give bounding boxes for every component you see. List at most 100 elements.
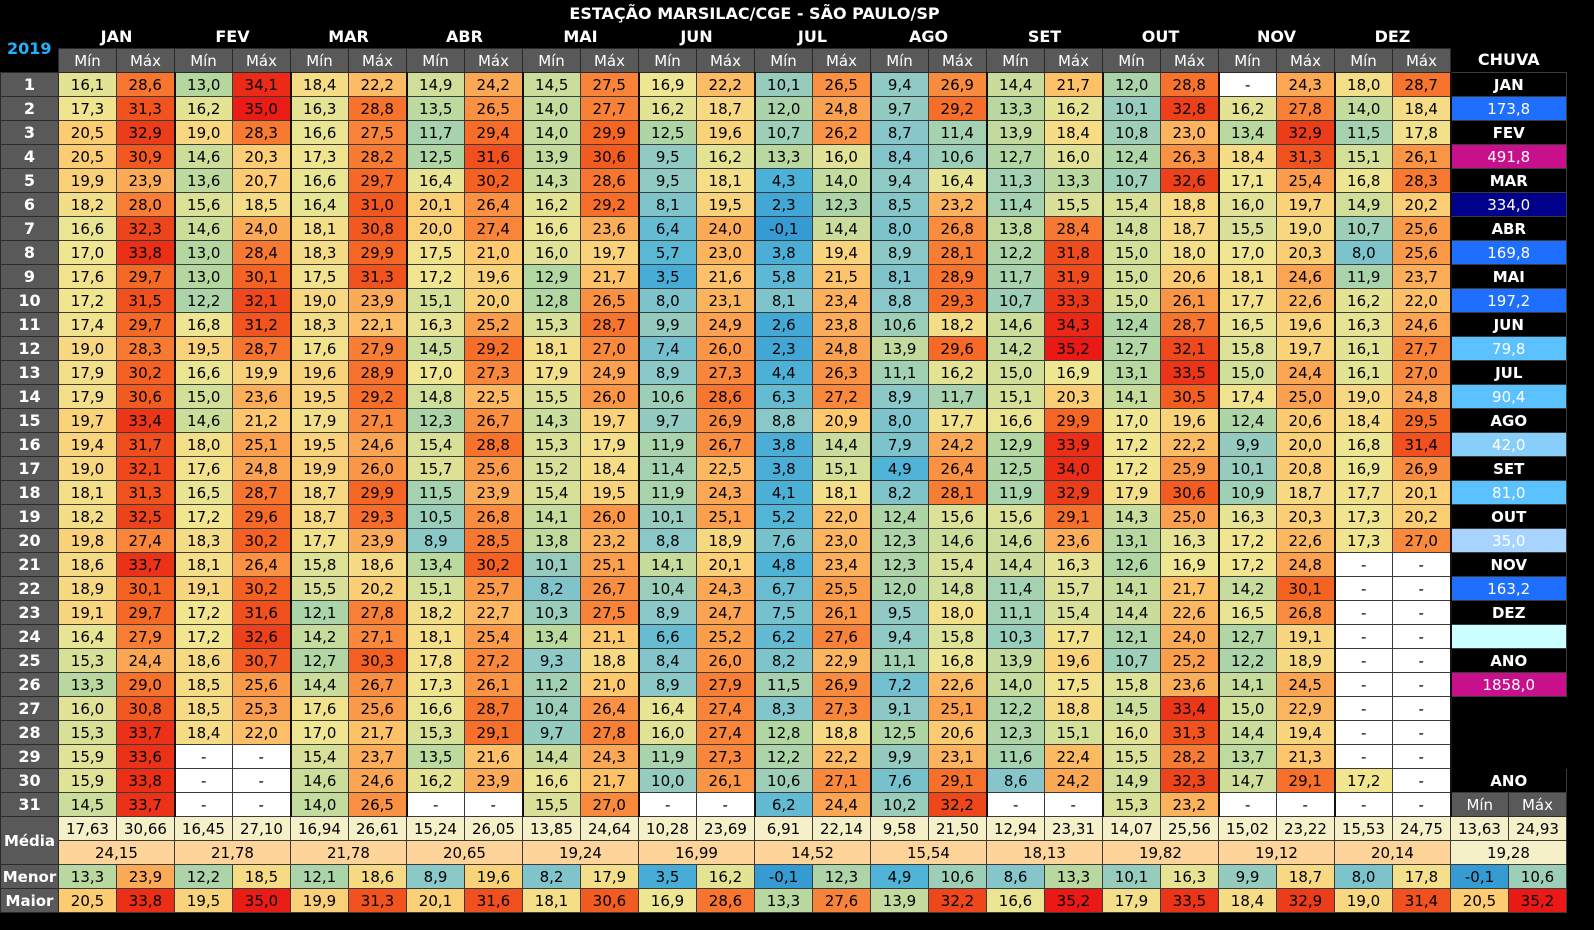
- temp-cell: 17,2: [1102, 456, 1161, 481]
- temp-cell: 29,9: [580, 120, 640, 145]
- temp-cell: 8,4: [638, 648, 697, 673]
- menor-cell: -0,1: [1450, 864, 1509, 889]
- rain-month-label: OUT: [1450, 504, 1567, 529]
- temp-cell: 7,4: [638, 336, 697, 361]
- media-avg-cell: 19,28: [1450, 840, 1567, 865]
- temp-cell: 11,1: [986, 600, 1045, 625]
- menor-cell: 18,5: [232, 864, 291, 889]
- temp-cell: 27,5: [348, 120, 408, 145]
- max-header: Máx: [812, 48, 871, 73]
- media-cell: 13,63: [1450, 816, 1509, 841]
- temp-cell: 18,2: [58, 192, 117, 217]
- maior-cell: 16,6: [986, 888, 1045, 913]
- media-avg-cell: 19,12: [1218, 840, 1335, 865]
- temp-cell: 24,7: [696, 600, 756, 625]
- temp-cell: 17,2: [1218, 528, 1277, 553]
- menor-cell: 10,1: [1102, 864, 1161, 889]
- temp-cell: 13,9: [986, 648, 1045, 673]
- temp-cell: 9,9: [638, 312, 697, 337]
- temp-cell: 20,3: [1276, 504, 1336, 529]
- temp-cell: 27,4: [464, 216, 524, 241]
- temp-cell: 10,1: [1218, 456, 1277, 481]
- temp-cell: 25,6: [348, 696, 408, 721]
- temp-cell: 12,7: [1218, 624, 1277, 649]
- temp-cell: -: [174, 792, 233, 817]
- temp-cell: 16,2: [696, 144, 756, 169]
- temp-cell: 28,8: [1160, 72, 1220, 97]
- temp-cell: 18,8: [580, 648, 640, 673]
- temp-cell: 17,0: [290, 720, 349, 745]
- temp-cell: 19,0: [1334, 384, 1393, 409]
- temp-cell: 29,1: [464, 720, 524, 745]
- temp-cell: 15,5: [290, 576, 349, 601]
- temp-cell: 23,0: [1160, 120, 1220, 145]
- maior-cell: 20,1: [406, 888, 465, 913]
- temp-cell: 16,6: [522, 768, 581, 793]
- temp-cell: 16,6: [406, 696, 465, 721]
- temp-cell: 23,1: [928, 744, 988, 769]
- month-header: ABR: [406, 25, 523, 49]
- max-header: Máx: [928, 48, 987, 73]
- temp-cell: 29,1: [1276, 768, 1336, 793]
- day-row: 11 17,4 29,7 16,8 31,2 18,3 22,1 16,3 25,2 15,3 28…: [0, 312, 1567, 337]
- media-cell: 15,53: [1334, 816, 1393, 841]
- month-header: DEZ: [1334, 25, 1451, 49]
- temp-cell: -: [174, 768, 233, 793]
- menor-cell: 12,3: [812, 864, 871, 889]
- temp-cell: 30,8: [116, 696, 176, 721]
- temp-cell: 15,9: [58, 744, 117, 769]
- maior-label: Maior: [0, 888, 59, 913]
- temp-cell: 14,2: [290, 624, 349, 649]
- temp-cell: 24,3: [696, 480, 756, 505]
- temp-cell: 32,9: [116, 120, 176, 145]
- temp-cell: 27,4: [116, 528, 176, 553]
- temp-cell: 31,3: [116, 96, 176, 121]
- temp-cell: 12,7: [986, 144, 1045, 169]
- temp-cell: 17,9: [58, 360, 117, 385]
- temp-cell: 16,9: [638, 72, 697, 97]
- temp-cell: 19,9: [232, 360, 292, 385]
- temp-cell: 13,5: [406, 96, 465, 121]
- temp-cell: 18,4: [1218, 144, 1277, 169]
- temp-cell: 20,2: [1392, 192, 1452, 217]
- temp-cell: 30,6: [580, 144, 640, 169]
- min-header: Mín: [870, 48, 929, 73]
- temp-cell: 17,3: [290, 144, 349, 169]
- temp-cell: 18,1: [1218, 264, 1277, 289]
- day-number: 13: [0, 360, 59, 385]
- temp-cell: 18,7: [290, 480, 349, 505]
- temp-cell: 24,9: [580, 360, 640, 385]
- temp-cell: 28,0: [116, 192, 176, 217]
- temp-cell: 15,7: [1044, 576, 1104, 601]
- rain-value: 173,8: [1450, 96, 1567, 121]
- temp-cell: 8,5: [870, 192, 929, 217]
- temp-cell: 23,2: [928, 192, 988, 217]
- temp-cell: 30,8: [348, 216, 408, 241]
- day-row: 30 15,9 33,8- -14,6 24,6 16,2 23,9 16,6 21,7 10,0…: [0, 768, 1567, 793]
- temp-cell: 29,3: [348, 504, 408, 529]
- day-number: 14: [0, 384, 59, 409]
- temp-cell: 31,8: [1044, 240, 1104, 265]
- rain-value: 491,8: [1450, 144, 1567, 169]
- menor-cell: 12,1: [290, 864, 349, 889]
- temp-cell: 16,0: [812, 144, 872, 169]
- temp-cell: -: [1392, 648, 1452, 673]
- temp-cell: 20,0: [406, 216, 465, 241]
- temp-cell: 21,1: [580, 624, 640, 649]
- temp-cell: 18,6: [58, 552, 117, 577]
- temp-cell: 23,9: [348, 528, 408, 553]
- temp-cell: 33,3: [1044, 288, 1104, 313]
- temp-cell: 15,0: [986, 360, 1045, 385]
- min-header: Mín: [986, 48, 1045, 73]
- temp-cell: 32,3: [116, 216, 176, 241]
- temp-cell: 28,6: [116, 72, 176, 97]
- rain-value: 42,0: [1450, 432, 1567, 457]
- temp-cell: 2,3: [754, 192, 813, 217]
- temp-cell: 28,1: [928, 240, 988, 265]
- temp-cell: 16,2: [638, 96, 697, 121]
- temp-cell: 13,3: [58, 672, 117, 697]
- maior-cell: 30,6: [580, 888, 639, 913]
- temp-cell: 15,4: [928, 552, 988, 577]
- temp-cell: 28,3: [116, 336, 176, 361]
- menor-cell: 9,9: [1218, 864, 1277, 889]
